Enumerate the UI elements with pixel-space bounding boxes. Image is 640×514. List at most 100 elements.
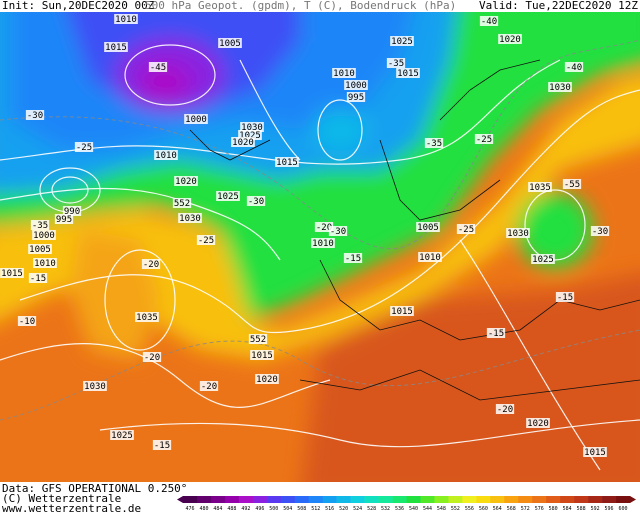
map-label: -40 (566, 63, 582, 73)
map-label: 1025 (391, 37, 413, 47)
map-label: 1010 (312, 239, 334, 249)
map-label: 1020 (175, 177, 197, 187)
map-label-box (248, 334, 268, 344)
map-label-box (396, 68, 420, 78)
map-label-box (54, 214, 74, 224)
colorbar-swatch (448, 496, 463, 503)
map-label-box (390, 306, 414, 316)
colorbar-arrow-right (630, 496, 636, 503)
map-label-box (231, 137, 255, 147)
map-label: -30 (27, 111, 43, 121)
map-label-box (74, 142, 94, 152)
map-label-box (486, 328, 506, 338)
map-label-box (32, 230, 56, 240)
map-label: 1015 (391, 307, 413, 317)
map-label-box (346, 92, 366, 102)
map-label: 1035 (529, 183, 551, 193)
map-label: -20 (201, 382, 217, 392)
map-label: -25 (76, 143, 92, 153)
colorbar-label: 600 (619, 506, 628, 512)
map-label-box (255, 374, 279, 384)
map-label: -20 (144, 353, 160, 363)
map-label-box (564, 62, 584, 72)
map-label-box (152, 440, 172, 450)
colorbar-label: 476 (185, 506, 194, 512)
map-label-box (531, 254, 555, 264)
map-label-box (28, 273, 48, 283)
map-label-box (314, 222, 334, 232)
map-label-box (424, 138, 444, 148)
colorbar-label: 508 (297, 506, 306, 512)
map-label: -15 (154, 441, 170, 451)
colorbar-swatch (420, 496, 435, 503)
map-label-box (311, 238, 335, 248)
map-label: -55 (564, 180, 580, 190)
colorbar-swatch (476, 496, 491, 503)
product-text: 500 hPa Geopot. (gpdm), T (C), Bodendruc… (145, 0, 456, 12)
map-label: -15 (557, 293, 573, 303)
colorbar-label: 540 (409, 506, 418, 512)
map-label: 995 (56, 215, 72, 225)
colorbar-swatch (183, 496, 198, 503)
map-label: 1015 (105, 43, 127, 53)
map-label: 995 (348, 93, 364, 103)
map-label-box (114, 14, 138, 24)
map-label-box (548, 82, 572, 92)
map-label: -30 (592, 227, 608, 237)
map-label: 1025 (532, 255, 554, 265)
colorbar-label: 560 (479, 506, 488, 512)
map-label-box (142, 352, 162, 362)
footer-copyright: (C) Wetterzentrale (2, 492, 121, 505)
map-label: 1015 (584, 448, 606, 458)
map-label-box (344, 80, 368, 90)
colorbar-label: 528 (367, 506, 376, 512)
colorbar-swatch (490, 496, 505, 503)
map-label-box (275, 157, 299, 167)
map-label: 1030 (241, 123, 263, 133)
map-label: 1010 (155, 151, 177, 161)
map-label: -25 (476, 135, 492, 145)
colorbar-label: 496 (255, 506, 264, 512)
map-label-box (590, 226, 610, 236)
map-label-box (474, 134, 494, 144)
colorbar-label: 556 (465, 506, 474, 512)
map-label-box (216, 191, 240, 201)
map-label-box (110, 430, 134, 440)
map-label-box (328, 226, 348, 236)
map-label-box (250, 350, 274, 360)
map-label: 1020 (527, 419, 549, 429)
map-label-box (33, 258, 57, 268)
map-label: 552 (174, 199, 190, 209)
colorbar-label: 584 (563, 506, 572, 512)
colorbar-label: 592 (591, 506, 600, 512)
map-label-box (418, 252, 442, 262)
map-label: 1005 (219, 39, 241, 49)
map-label: 1020 (232, 138, 254, 148)
map-label-box (30, 220, 50, 230)
colorbar-swatch (546, 496, 561, 503)
colorbar-label: 552 (451, 506, 460, 512)
colorbar-label: 580 (549, 506, 558, 512)
map-label: 1010 (34, 259, 56, 269)
map-label: 1015 (276, 158, 298, 168)
map-label: 1030 (549, 83, 571, 93)
map-label-box (562, 179, 582, 189)
footer-data: Data: GFS OPERATIONAL 0.250° (2, 482, 187, 495)
colorbar-swatch (252, 496, 268, 503)
colorbar-swatch (504, 496, 519, 503)
map-label: -30 (330, 227, 346, 237)
map-label-box (386, 58, 406, 68)
map-label: -15 (30, 274, 46, 284)
colorbar-label: 572 (521, 506, 530, 512)
map-label-box (83, 381, 107, 391)
colorbar-label: 532 (381, 506, 390, 512)
colorbar-swatch (266, 496, 282, 503)
colorbar-label: 536 (395, 506, 404, 512)
colorbar-swatch (378, 496, 393, 503)
colorbar-swatch (532, 496, 547, 503)
colorbar-swatch (588, 496, 603, 503)
map-label: 1020 (256, 375, 278, 385)
map-label: -25 (198, 236, 214, 246)
map-label: 1030 (179, 214, 201, 224)
map-label-box (479, 16, 499, 26)
